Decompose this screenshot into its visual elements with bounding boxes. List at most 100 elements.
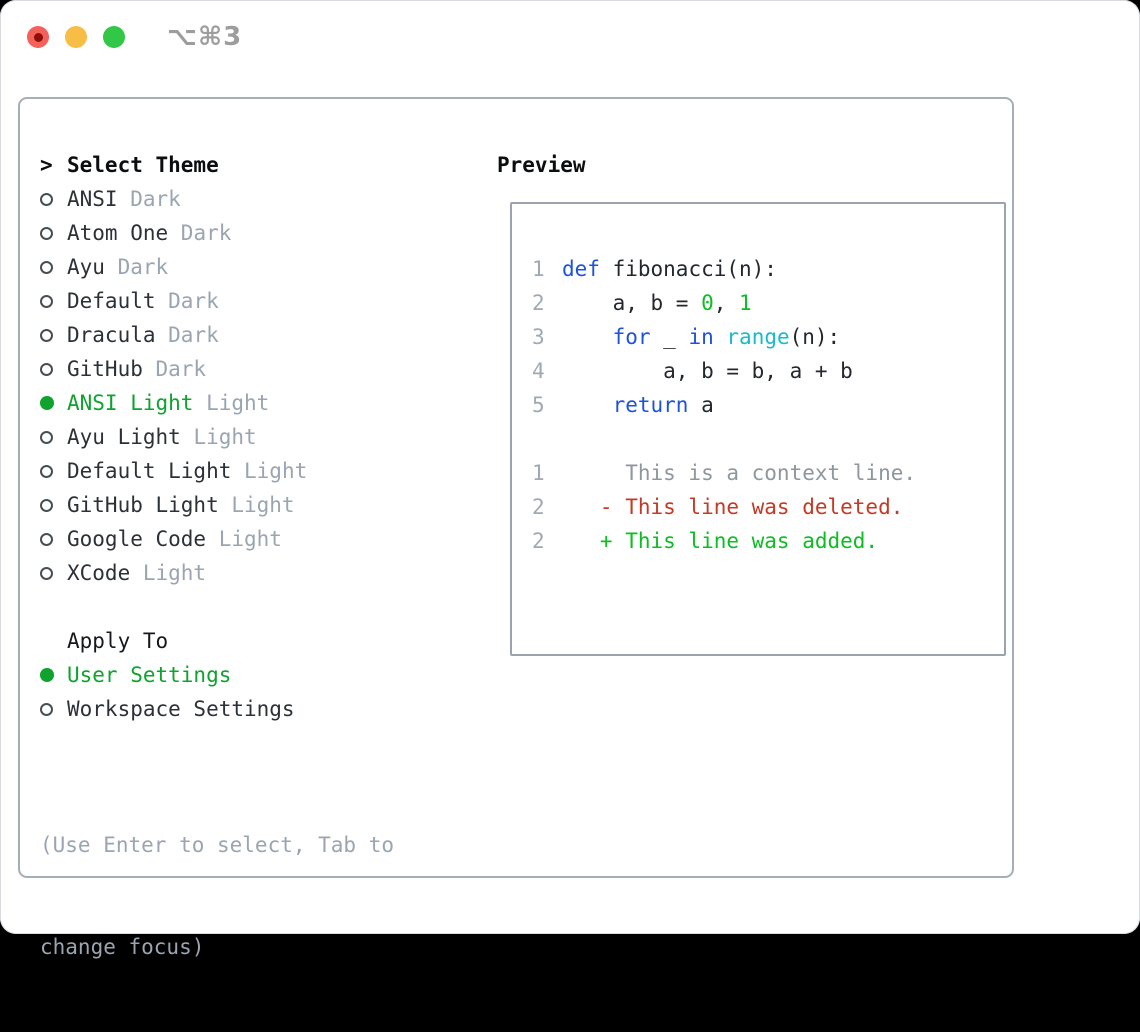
- gutter: [40, 193, 67, 206]
- code-line-2: 2 a, b = 0, 1: [532, 286, 1004, 320]
- gutter: [40, 396, 67, 410]
- radio-icon: [40, 465, 53, 478]
- gutter: [40, 363, 67, 376]
- option-label: Atom One: [67, 221, 168, 245]
- minimize-button[interactable]: [65, 26, 87, 48]
- gutter: [40, 499, 67, 512]
- code-line-5: 5 return a: [532, 388, 1004, 422]
- close-dot-icon: [34, 33, 43, 42]
- code-token-lit: 1: [739, 291, 752, 315]
- theme-option-google-code[interactable]: Google Code Light: [40, 522, 495, 556]
- radio-selected-icon: [40, 396, 54, 410]
- code-token-fn: range: [726, 325, 789, 349]
- variant-tag: Dark: [156, 323, 219, 347]
- line-number: 1: [532, 257, 545, 281]
- code-token-kw: for: [613, 325, 651, 349]
- option-label: Default Light: [67, 459, 231, 483]
- apply-to-label: Apply To: [67, 629, 168, 653]
- variant-tag: Light: [130, 561, 206, 585]
- radio-icon: [40, 261, 53, 274]
- diff-text: This is a context line.: [562, 461, 916, 485]
- gutter: [40, 431, 67, 444]
- line-number: 3: [532, 325, 545, 349]
- theme-option-atom-one[interactable]: Atom One Dark: [40, 216, 495, 250]
- line-number: 5: [532, 393, 545, 417]
- option-label: GitHub: [67, 357, 143, 381]
- theme-option-default-light[interactable]: Default Light Light: [40, 454, 495, 488]
- spacer: [532, 422, 1004, 456]
- theme-option-ayu-light[interactable]: Ayu Light Light: [40, 420, 495, 454]
- code-line-4: 4 a, b = b, a + b: [532, 354, 1004, 388]
- line-number: 2: [532, 495, 545, 519]
- gutter: [40, 567, 67, 580]
- gutter: [40, 465, 67, 478]
- theme-option-github[interactable]: GitHub Dark: [40, 352, 495, 386]
- titlebar: ⌥⌘3: [0, 0, 1140, 74]
- gutter: [40, 295, 67, 308]
- option-label: Workspace Settings: [67, 697, 295, 721]
- variant-tag: Light: [231, 459, 307, 483]
- diff-preview: 1 This is a context line. 2 - This line w…: [532, 456, 1004, 558]
- apply-to-header: Apply To: [40, 624, 495, 658]
- apply-option-user-settings[interactable]: User Settings: [40, 658, 495, 692]
- radio-icon: [40, 329, 53, 342]
- gutter: [40, 668, 67, 682]
- radio-icon: [40, 295, 53, 308]
- code-token-fg: [714, 325, 727, 349]
- diff-line-added: 2 + This line was added.: [532, 524, 1004, 558]
- option-label: ANSI: [67, 187, 118, 211]
- gutter: [40, 533, 67, 546]
- variant-tag: Dark: [118, 187, 181, 211]
- variant-tag: Light: [219, 493, 295, 517]
- variant-tag: Light: [193, 391, 269, 415]
- hint-text: (Use Enter to select, Tab to change focu…: [40, 760, 495, 1032]
- radio-selected-icon: [40, 668, 54, 682]
- line-number: 1: [532, 461, 545, 485]
- screen: { "titlebar": { "shortcut": "⌥⌘3", "traf…: [0, 0, 1140, 934]
- theme-option-ansi[interactable]: ANSI Dark: [40, 182, 495, 216]
- option-label: Ayu: [67, 255, 105, 279]
- code-token-kw: def: [562, 257, 600, 281]
- radio-icon: [40, 567, 53, 580]
- spacer: [40, 726, 495, 760]
- code-token-fg: [562, 325, 613, 349]
- apply-to-options-list: User Settings Workspace Settings: [40, 658, 495, 726]
- line-number: 2: [532, 529, 545, 553]
- option-label: ANSI Light: [67, 391, 193, 415]
- option-label: XCode: [67, 561, 130, 585]
- theme-option-default[interactable]: Default Dark: [40, 284, 495, 318]
- code-token-fg: _: [651, 325, 689, 349]
- variant-tag: Light: [181, 425, 257, 449]
- radio-icon: [40, 363, 53, 376]
- code-token-fg: [562, 393, 613, 417]
- diff-line-context: 1 This is a context line.: [532, 456, 1004, 490]
- code-token-kw: in: [688, 325, 713, 349]
- zoom-button[interactable]: [103, 26, 125, 48]
- code-line-1: 1 def fibonacci(n):: [532, 252, 1004, 286]
- hint-line-2: change focus): [40, 930, 495, 964]
- close-button[interactable]: [27, 26, 49, 48]
- code-token-fg: fibonacci(n):: [600, 257, 777, 281]
- option-label: Dracula: [67, 323, 156, 347]
- gutter: [40, 227, 67, 240]
- diff-text: - This line was deleted.: [562, 495, 903, 519]
- theme-option-dracula[interactable]: Dracula Dark: [40, 318, 495, 352]
- gutter: [40, 329, 67, 342]
- code-token-fg: (n):: [790, 325, 841, 349]
- code-token-fg: ,: [714, 291, 739, 315]
- theme-option-xcode[interactable]: XCode Light: [40, 556, 495, 590]
- select-theme-label: Select Theme: [67, 153, 219, 177]
- variant-tag: Light: [206, 527, 282, 551]
- radio-icon: [40, 193, 53, 206]
- code-token-fg: a, b = b, a + b: [562, 359, 853, 383]
- radio-icon: [40, 431, 53, 444]
- apply-option-workspace-settings[interactable]: Workspace Settings: [40, 692, 495, 726]
- theme-option-ansi-light[interactable]: ANSI Light Light: [40, 386, 495, 420]
- gutter: [40, 703, 67, 716]
- code-token-fg: a, b =: [562, 291, 701, 315]
- hint-line-1: (Use Enter to select, Tab to: [40, 828, 495, 862]
- theme-option-github-light[interactable]: GitHub Light Light: [40, 488, 495, 522]
- theme-option-ayu[interactable]: Ayu Dark: [40, 250, 495, 284]
